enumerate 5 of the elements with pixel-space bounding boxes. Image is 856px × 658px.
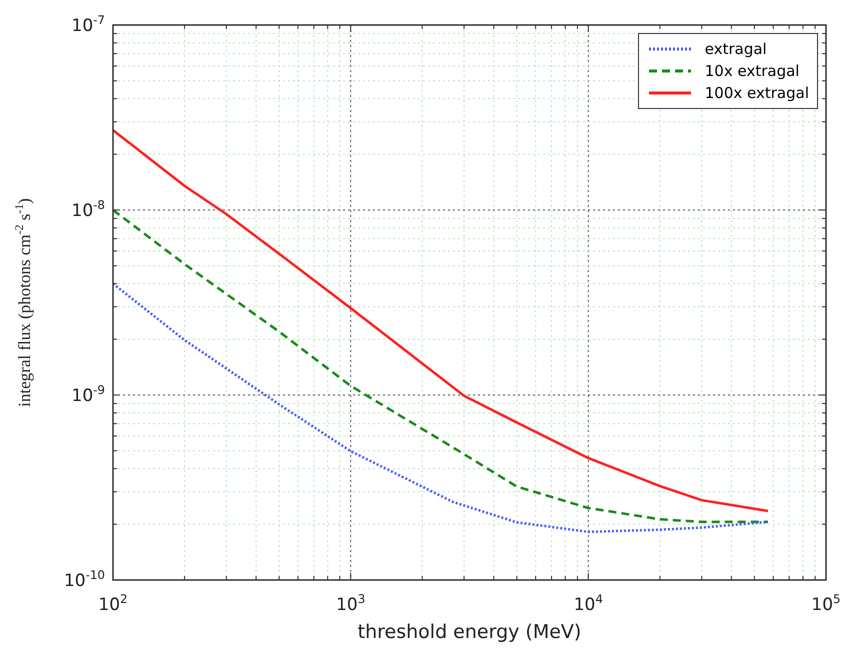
legend-label: 100x extragal xyxy=(704,84,809,102)
legend-label: extragal xyxy=(704,40,767,58)
y-axis-title: integral flux (photons cm-2 s-1) xyxy=(12,198,34,407)
legend-label: 10x extragal xyxy=(704,62,800,80)
x-axis-title: threshold energy (MeV) xyxy=(358,621,582,643)
